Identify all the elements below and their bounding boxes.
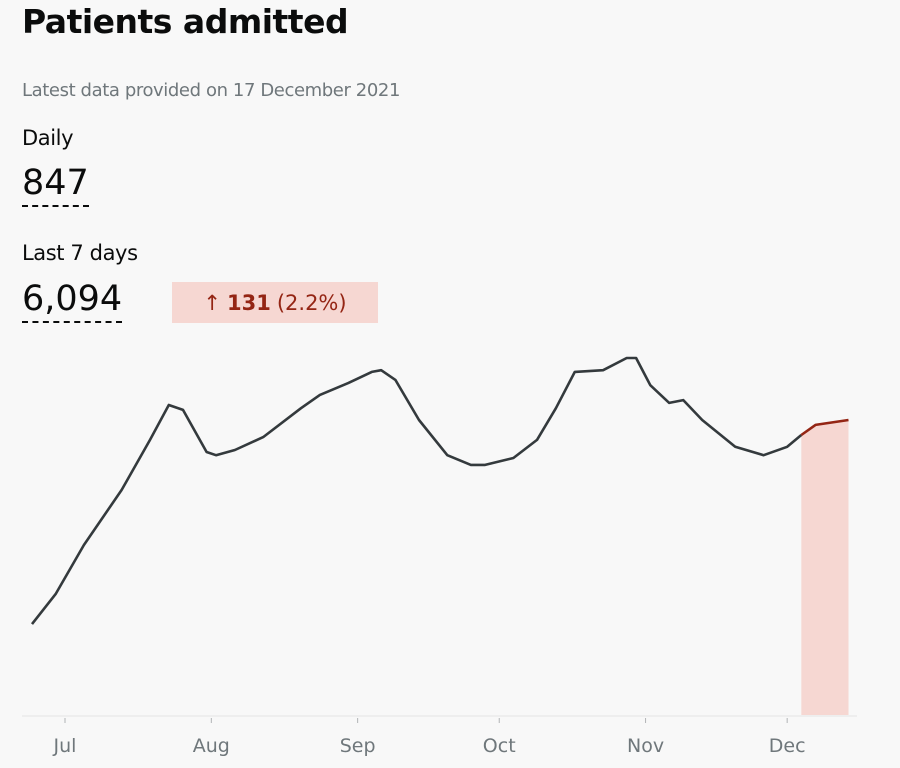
admissions-line <box>30 356 803 625</box>
x-tick-label: Dec <box>769 735 806 757</box>
last-7-days-label: Last 7 days <box>22 241 138 265</box>
daily-label: Daily <box>22 126 74 150</box>
change-percent: (2.2%) <box>276 290 347 315</box>
x-tick-label: Nov <box>627 735 664 757</box>
card-title: Patients admitted <box>22 2 349 41</box>
arrow-up-icon: ↑ <box>203 290 221 315</box>
change-value: 131 <box>227 290 271 315</box>
latest-data-date: Latest data provided on 17 December 2021 <box>22 80 400 101</box>
x-tick-label: Sep <box>340 735 376 757</box>
recent-period-area <box>801 420 849 715</box>
x-tick-label: Oct <box>483 735 516 757</box>
x-tick-label: Jul <box>53 735 77 757</box>
admissions-recent-line <box>800 418 849 437</box>
last-7-days-value[interactable]: 6,094 <box>22 280 123 323</box>
daily-value[interactable]: 847 <box>22 164 89 207</box>
x-tick-label: Aug <box>193 735 230 757</box>
change-badge: ↑ 131 (2.2%) <box>172 282 378 323</box>
